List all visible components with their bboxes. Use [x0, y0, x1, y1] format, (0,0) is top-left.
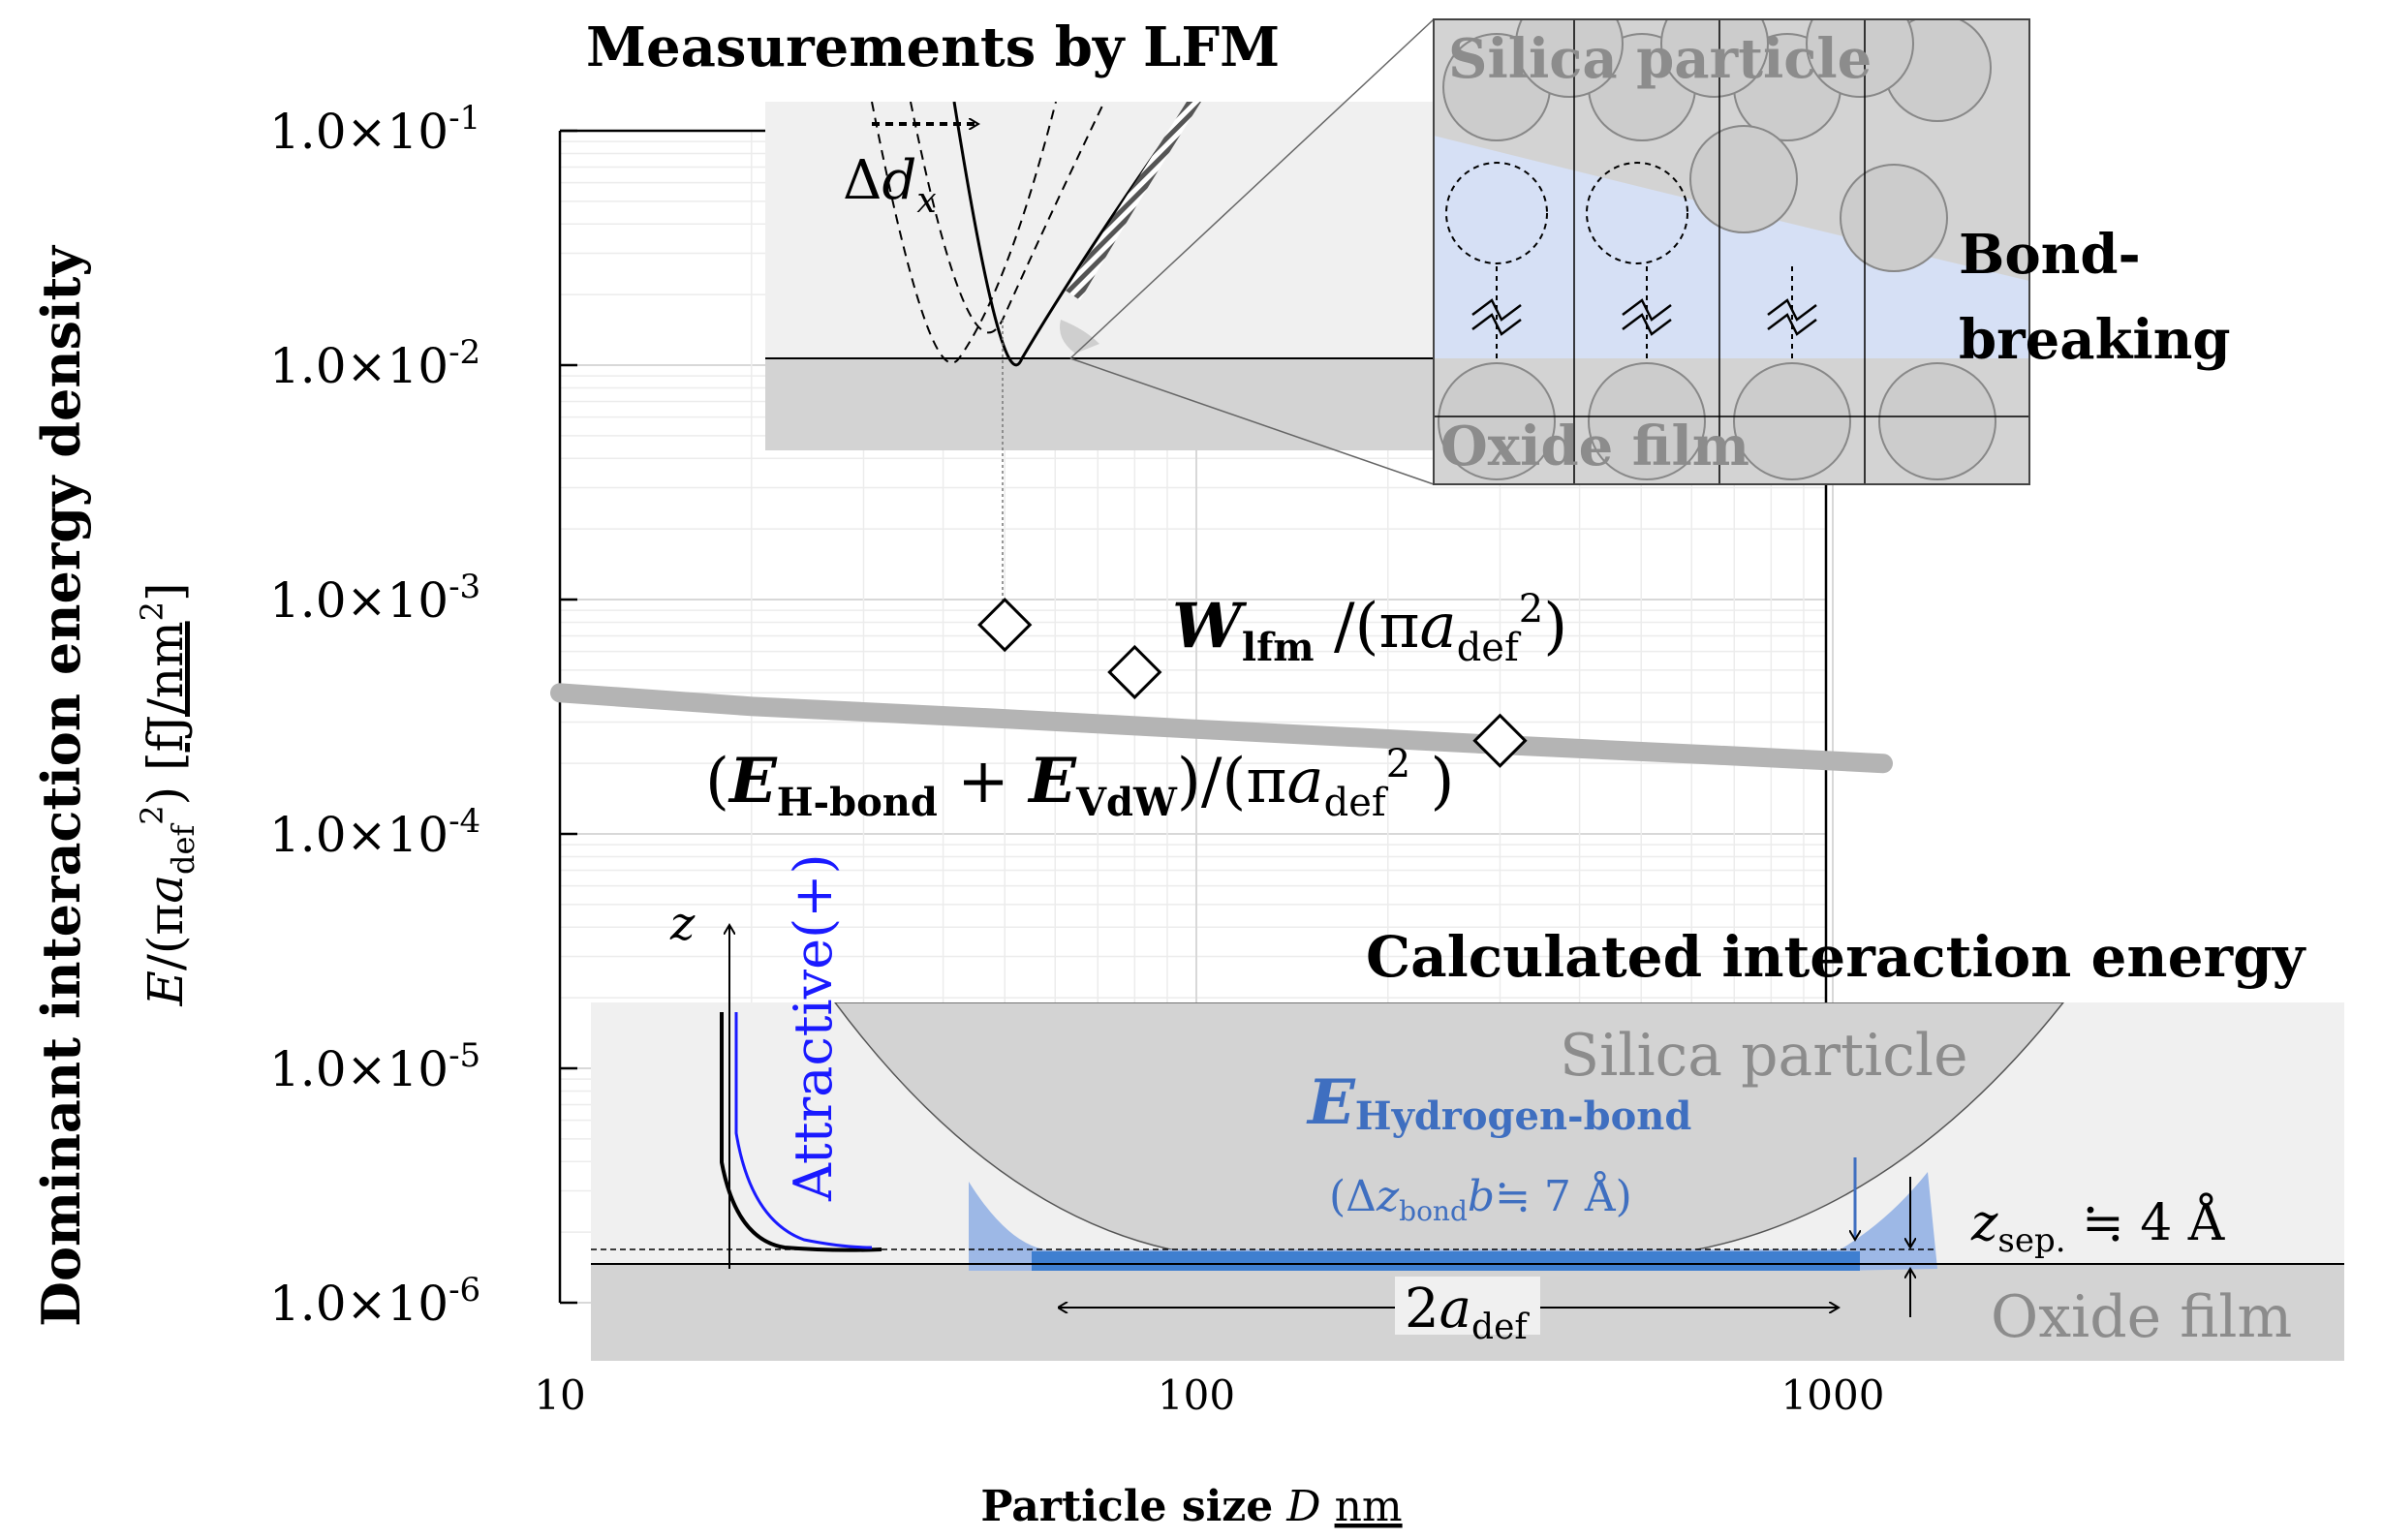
bond-width-label: (Δzbondb≒ 7 Å)	[1329, 1170, 1632, 1227]
oxide-particles-bottom	[1434, 19, 2029, 484]
delta-dx-label: Δdx	[843, 149, 937, 221]
bond-break-mark	[1767, 298, 1817, 336]
y-axis-expression: E/(πadef2) [fJ/nm2]	[134, 583, 201, 1007]
two-adef-label: 2adef	[1405, 1278, 1530, 1347]
calc-title: Calculated interaction energy	[1366, 924, 2307, 990]
bond-inset	[1434, 19, 2029, 484]
tip-solid	[952, 102, 1193, 367]
tip-striped	[1066, 102, 1201, 300]
inset-oxide-label: Oxide film	[1440, 415, 1749, 478]
energy-density-line	[550, 683, 1893, 774]
y-tick-label: 1.0×10-3	[269, 568, 480, 629]
two-adef-bg	[1395, 1277, 1540, 1335]
tip-dashed-1	[871, 102, 1057, 364]
z-axis-label: z	[669, 897, 696, 951]
oxide-particle	[1733, 362, 1851, 480]
silica-bottom-label: Silica particle	[1560, 1022, 1968, 1090]
silica-particles-top	[1442, 19, 1992, 272]
oxide-particle	[1878, 362, 1996, 480]
y-tick-label: 1.0×10-1	[269, 99, 480, 160]
ehb-label: EHydrogen-bond	[1306, 1066, 1691, 1139]
series-energy-line	[550, 683, 1893, 774]
hbond-blue-band	[1032, 1251, 1860, 1271]
bond-break-mark	[1471, 298, 1522, 336]
tip-dashed-2	[910, 102, 1105, 334]
bond-label-line1: Bond-	[1959, 223, 2141, 287]
light-blue-band	[1434, 136, 2029, 358]
zoom-line-2	[1069, 357, 1435, 485]
y-tick-labels: 1.0×10-1 1.0×10-2 1.0×10-3 1.0×10-4 1.0×10-5…	[269, 99, 577, 1332]
oxide-bottom-label: Oxide film	[1991, 1283, 2292, 1351]
y-tick-label: 1.0×10-4	[269, 802, 480, 863]
attractive-label: Attractive(+)	[783, 853, 844, 1202]
x-axis-label: Particle size D nm	[980, 1482, 1402, 1531]
x-tick-labels: 10 100 1000	[534, 1371, 1884, 1419]
wlfm-point	[1472, 713, 1528, 768]
lfm-inset	[765, 102, 1448, 450]
wlfm-point	[1107, 644, 1162, 700]
oxide-particle	[1588, 362, 1706, 480]
tip-gray-blob	[1060, 320, 1099, 354]
detached-particle	[1586, 162, 1688, 264]
zoom-line-1	[1069, 18, 1435, 359]
x-tick-label: 10	[534, 1371, 585, 1419]
x-tick-label: 1000	[1781, 1371, 1885, 1419]
e-sum-label: (EH-bond + EVdW)/(πadef2 )	[705, 742, 1454, 825]
silica-particle	[1840, 164, 1948, 272]
detached-particle	[1445, 162, 1548, 264]
oxide-particle	[1438, 362, 1556, 480]
zsep-label: zsep. ≒ 4 Å	[1970, 1192, 2226, 1260]
silica-particle	[1689, 125, 1798, 233]
lfm-title: Measurements by LFM	[586, 15, 1280, 79]
x-tick-label: 100	[1158, 1371, 1235, 1419]
svg-text:E/(πadef2) [fJ/nm2]: E/(πadef2) [fJ/nm2]	[134, 583, 201, 1007]
bond-break-mark	[1622, 298, 1672, 336]
energy-curve-blue	[734, 1012, 873, 1249]
y-tick-label: 1.0×10-2	[269, 333, 480, 394]
inset-silica-label: Silica particle	[1448, 27, 1872, 91]
w-lfm-label: Wlfm /(πadef2)	[1172, 587, 1567, 670]
silica-particle	[1806, 19, 1914, 98]
silica-particle	[1515, 19, 1624, 98]
bond-inset-frame	[1433, 18, 2030, 485]
y-axis-title: Dominant interaction energy density	[30, 245, 92, 1327]
calc-inset	[591, 1002, 2344, 1361]
y-tick-label: 1.0×10-5	[269, 1036, 480, 1097]
silica-particle	[1660, 19, 1769, 98]
bond-label-line2: breaking	[1959, 308, 2231, 372]
y-tick-label: 1.0×10-6	[269, 1271, 480, 1332]
wlfm-point	[977, 597, 1033, 653]
series-wlfm-points	[977, 597, 1528, 768]
